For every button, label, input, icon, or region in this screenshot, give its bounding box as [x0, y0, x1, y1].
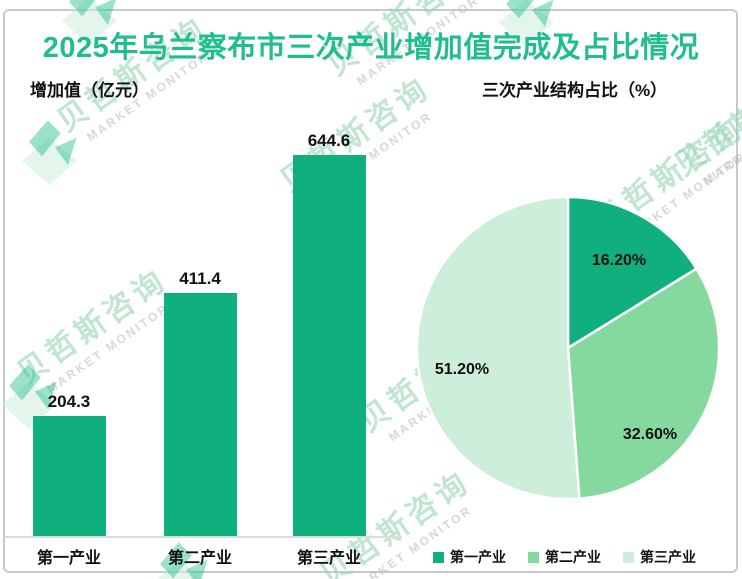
legend-swatch — [623, 551, 634, 563]
pie-slice-label: 32.60% — [622, 426, 678, 443]
bar-category-label: 第一产业 — [36, 550, 101, 567]
page-title: 2025年乌兰察布市三次产业增加值完成及占比情况 — [42, 32, 700, 64]
bar-1 — [32, 416, 106, 537]
pie-chart-title: 三次产业结构占比（%） — [482, 81, 668, 100]
bar-3 — [292, 155, 366, 537]
chart-frame — [3, 9, 738, 573]
legend-item-3: 第三产业 — [623, 547, 696, 567]
pie-slice-2 — [566, 267, 721, 500]
bar-value-label: 204.3 — [47, 392, 91, 411]
pie-legend: 第一产业 第二产业 第三产业 — [433, 547, 696, 567]
legend-swatch — [528, 551, 539, 563]
bar-value-label: 644.6 — [307, 131, 351, 150]
bar-category-label: 第三产业 — [296, 550, 361, 567]
legend-label: 第一产业 — [450, 549, 506, 565]
bar-chart-title: 增加值（亿元） — [30, 81, 149, 100]
pie-chart — [415, 195, 721, 501]
legend-item-2: 第二产业 — [528, 547, 601, 567]
bar-chart-baseline — [5, 536, 402, 538]
pie-slice-label: 51.20% — [434, 361, 490, 378]
pie-slice-3 — [415, 195, 581, 501]
bar-category-label: 第二产业 — [167, 550, 232, 567]
pie-slice-label: 16.20% — [591, 252, 647, 269]
bar-2 — [163, 293, 237, 537]
legend-swatch — [433, 551, 444, 563]
legend-label: 第三产业 — [640, 549, 696, 565]
legend-label: 第二产业 — [545, 549, 601, 565]
pie-slice-1 — [566, 195, 698, 350]
legend-item-1: 第一产业 — [433, 547, 506, 567]
bar-value-label: 411.4 — [179, 269, 221, 288]
